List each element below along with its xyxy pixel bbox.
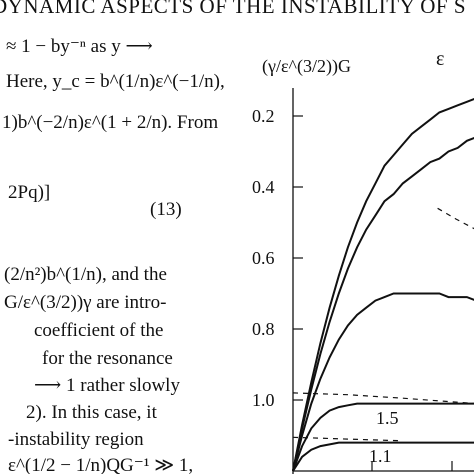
y-tick-label: 0.8 (252, 319, 275, 339)
text-line: Here, y_c = b^(1/n)ε^(−1/n), (6, 71, 225, 92)
dashed-line-3 (437, 207, 474, 230)
text-line: coefficient of the (34, 320, 164, 341)
curve-5 (292, 441, 474, 472)
text-line: for the resonance (42, 348, 173, 369)
curve-label-1-5: 1.5 (376, 408, 399, 428)
y-tick-label: 0.2 (252, 106, 275, 126)
corner-label: ε (436, 48, 445, 70)
y-tick-label: 0.6 (252, 248, 275, 268)
curve-label-1-1: 1.1 (369, 446, 392, 466)
running-header: DYNAMIC ASPECTS OF THE INSTABILITY OF S (0, 0, 467, 18)
text-line: ε^(1/2 − 1/n)QG⁻¹ ≫ 1, (8, 455, 194, 474)
text-line: ⟶ 1 rather slowly (34, 375, 180, 396)
curve-1 (292, 97, 474, 472)
y-axis-label: (γ/ε^(3/2))G (262, 56, 351, 76)
curve-3 (292, 292, 474, 472)
curve-2 (292, 136, 474, 472)
equation-number: (13) (150, 199, 182, 220)
y-tick-label: 0.4 (252, 177, 275, 197)
text-line: ≈ 1 − by⁻ⁿ as y ⟶ (6, 36, 153, 57)
text-line: 2). In this case, it (26, 402, 157, 423)
dashed-line-1 (292, 392, 474, 405)
text-line: 2Pq)] (8, 182, 51, 203)
dashed-line-2 (292, 436, 403, 442)
text-line: G/ε^(3/2))γ are intro- (4, 292, 167, 313)
y-tick-label: 1.0 (252, 390, 275, 410)
text-line: (2/n²)b^(1/n), and the (4, 264, 167, 285)
curve-4 (292, 402, 474, 472)
text-line: 1)b^(−2/n)ε^(1 + 2/n). From (2, 112, 219, 133)
text-line: -instability region (8, 429, 144, 450)
